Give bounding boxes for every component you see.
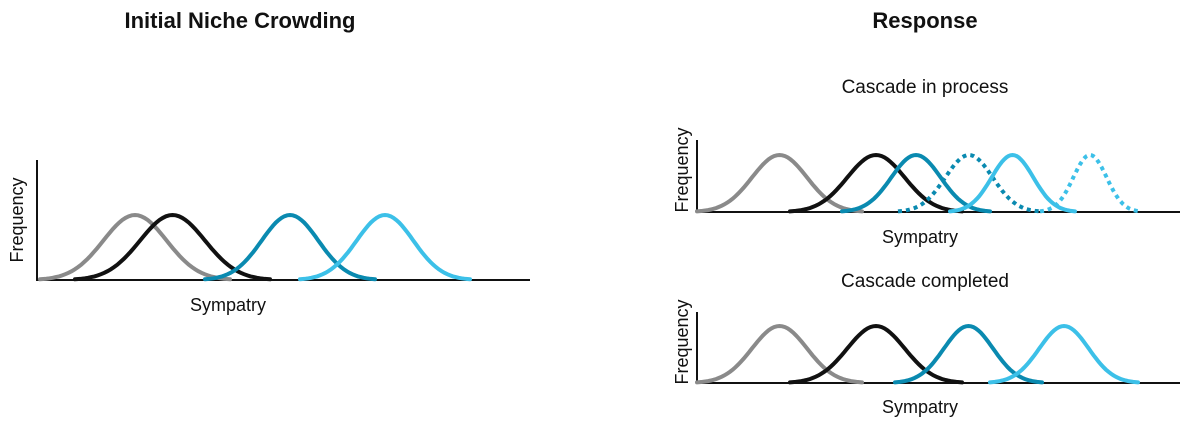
niche-curve (298, 212, 472, 282)
niche-curve (1039, 152, 1141, 214)
niche-curve (695, 323, 864, 385)
niche-curve (203, 212, 377, 282)
axes (36, 160, 530, 281)
subpanel-title: Cascade in process (842, 77, 1009, 98)
niche-curve (897, 152, 1041, 214)
niche-curve (788, 152, 964, 214)
x-axis-label: Sympatry (882, 397, 958, 417)
niche-curve (840, 152, 992, 214)
niche-curve (988, 323, 1140, 385)
x-axis-label: Sympatry (882, 227, 958, 247)
panel-title: Response (872, 8, 977, 33)
niche-curve (788, 323, 964, 385)
subpanel-title: Cascade completed (841, 271, 1009, 292)
niche-curve (73, 212, 272, 282)
y-axis-label: Frequency (672, 127, 692, 212)
niche-curve (695, 152, 864, 214)
panel-title: Initial Niche Crowding (124, 8, 355, 33)
niche-curve (38, 212, 232, 282)
y-axis-label: Frequency (672, 299, 692, 384)
y-axis-label: Frequency (7, 177, 27, 262)
x-axis-label: Sympatry (190, 295, 266, 315)
